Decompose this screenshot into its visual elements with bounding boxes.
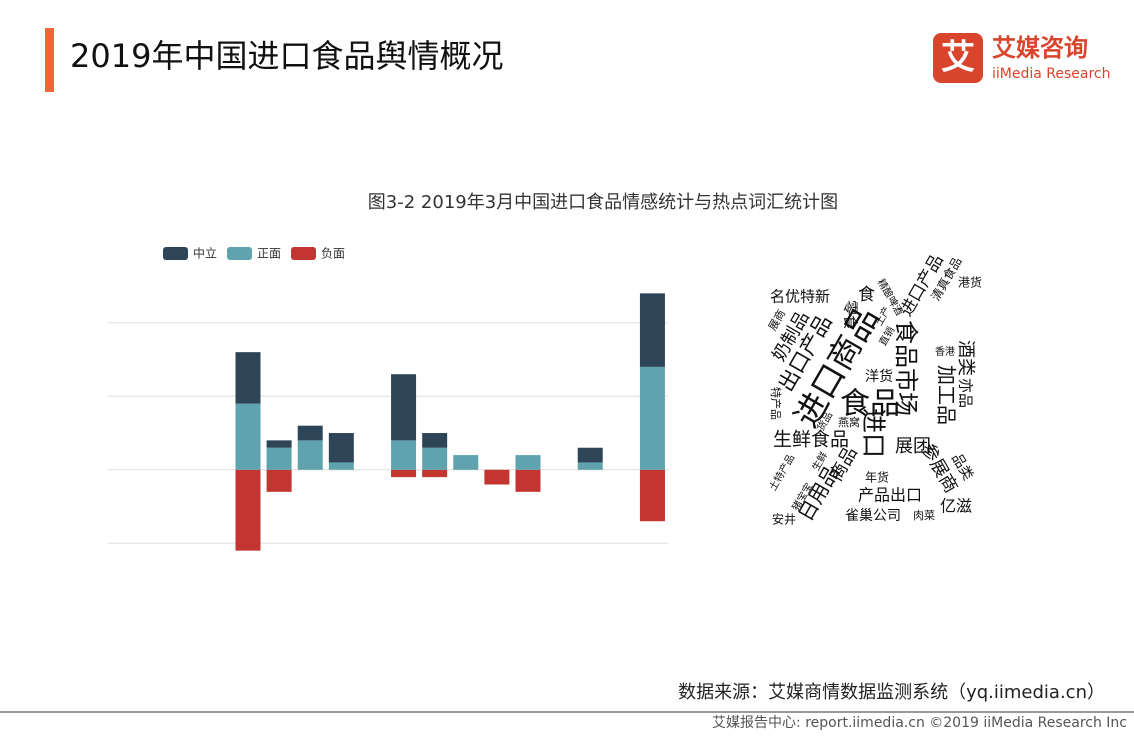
word: 洋货 bbox=[865, 368, 893, 385]
word: 雀巢公司 bbox=[845, 508, 901, 524]
bar-segment bbox=[484, 469, 510, 485]
word: 名优特新 bbox=[770, 288, 830, 306]
word: 年货 bbox=[865, 470, 889, 485]
bar-segment bbox=[266, 440, 292, 448]
word: 加工品 bbox=[935, 365, 959, 425]
word: 进口 bbox=[859, 408, 888, 458]
logo-en: iiMedia Research bbox=[992, 66, 1111, 82]
bar-segment bbox=[297, 440, 323, 470]
word: 产品出口 bbox=[858, 486, 922, 505]
title-accent bbox=[45, 28, 54, 92]
word: 港货 bbox=[958, 275, 982, 290]
word: 零食 bbox=[842, 300, 860, 330]
bar-segment bbox=[422, 469, 448, 478]
bar-segment bbox=[422, 433, 448, 448]
bar-segment bbox=[328, 433, 354, 463]
bar-segment bbox=[453, 455, 479, 470]
word: 燕窝 bbox=[838, 415, 860, 429]
legend-swatch bbox=[227, 247, 252, 260]
footer: 艾媒报告中心: report.iimedia.cn ©2019 iiMedia … bbox=[712, 715, 1127, 731]
bar-segment bbox=[266, 447, 292, 470]
bar-segment bbox=[639, 366, 665, 470]
word: 食品 bbox=[840, 387, 900, 422]
bar-segment bbox=[235, 403, 261, 470]
bar-segment bbox=[297, 425, 323, 441]
word: 安井 bbox=[772, 512, 796, 527]
word: 亦品 bbox=[957, 378, 975, 408]
bar-segment bbox=[639, 469, 665, 522]
legend-label: 中立 bbox=[193, 246, 217, 261]
word: 特产品 bbox=[769, 387, 783, 420]
word: 酒类 bbox=[955, 340, 976, 376]
bar-segment bbox=[235, 469, 261, 551]
bar-segment bbox=[391, 469, 417, 478]
bar-segment bbox=[515, 469, 541, 492]
legend-swatch bbox=[163, 247, 188, 260]
word: 香港 bbox=[935, 346, 955, 358]
bar-segment bbox=[422, 447, 448, 470]
word-cloud: 名优特新 零食 食 精酿啤酒 清真食品 港货 进口产品 土产 展商 奶制品 出口… bbox=[765, 251, 982, 526]
slide-title: 2019年中国进口食品舆情概况 bbox=[70, 37, 503, 75]
bar-segment bbox=[391, 440, 417, 470]
logo-icon bbox=[933, 33, 983, 83]
bar-segment bbox=[577, 447, 603, 463]
legend-label: 负面 bbox=[321, 247, 345, 261]
word: 土特产品 bbox=[766, 452, 797, 493]
word: 食品市场 bbox=[892, 320, 920, 416]
word: 食 bbox=[858, 285, 875, 305]
legend-label: 正面 bbox=[257, 247, 281, 261]
bar-segment bbox=[639, 293, 665, 367]
word: 展团 bbox=[895, 436, 931, 457]
bar-segment bbox=[391, 374, 417, 441]
word: 生鲜食品 bbox=[773, 429, 849, 451]
chart-title: 图3-2 2019年3月中国进口食品情感统计与热点词汇统计图 bbox=[368, 192, 838, 213]
source: 数据来源：艾媒商情数据监测系统（yq.iimedia.cn） bbox=[678, 682, 1105, 703]
word: 亿滋 bbox=[940, 497, 972, 516]
word: 肉菜 bbox=[913, 509, 935, 522]
bar-segment bbox=[235, 352, 261, 404]
bar-segment bbox=[577, 462, 603, 470]
bar-segment bbox=[328, 462, 354, 470]
bar-segment bbox=[266, 469, 292, 492]
logo-mark: 艾 bbox=[941, 38, 975, 78]
bar-segment bbox=[515, 455, 541, 470]
logo-cn: 艾媒咨询 bbox=[992, 34, 1088, 62]
legend-swatch bbox=[291, 247, 316, 260]
